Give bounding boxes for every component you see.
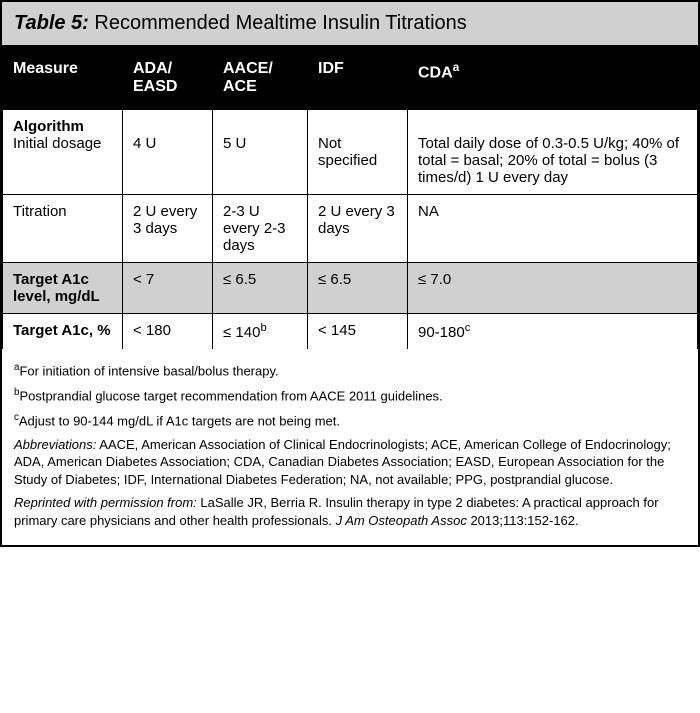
footnote-b: bPostprandial glucose target recommendat…	[14, 386, 686, 405]
initial-aace: 5 U	[213, 110, 308, 195]
header-row: Measure ADA/ EASD AACE/ ACE IDF CDAa	[3, 46, 698, 110]
footnote-c: cAdjust to 90-144 mg/dL if A1c targets a…	[14, 411, 686, 430]
initial-dosage-label: Initial dosage	[13, 135, 112, 152]
a1c-level-aace: ≤ 6.5	[213, 263, 308, 314]
titration-label: Titration	[3, 195, 123, 263]
titration-ada: 2 U every 3 days	[123, 195, 213, 263]
col-idf: IDF	[308, 46, 408, 110]
col-aace: AACE/ ACE	[213, 46, 308, 110]
a1c-level-cda: ≤ 7.0	[408, 263, 698, 314]
a1c-pct-ada: < 180	[123, 314, 213, 350]
target-a1c-level-row: Target A1c level, mg/dL < 7 ≤ 6.5 ≤ 6.5 …	[3, 263, 698, 314]
a1c-level-idf: ≤ 6.5	[308, 263, 408, 314]
titration-row: Titration 2 U every 3 days 2-3 U every 2…	[3, 195, 698, 263]
a1c-pct-idf: < 145	[308, 314, 408, 350]
footnote-a: aFor initiation of intensive basal/bolus…	[14, 361, 686, 380]
target-a1c-level-label: Target A1c level, mg/dL	[3, 263, 123, 314]
initial-cda: Total daily dose of 0.3-0.5 U/kg; 40% of…	[408, 110, 698, 195]
titration-cda: NA	[408, 195, 698, 263]
abbreviations: Abbreviations: AACE, American Associatio…	[14, 436, 686, 489]
algorithm-row: Algorithm Initial dosage 4 U 5 U Not spe…	[3, 110, 698, 195]
table-number: Table 5:	[14, 12, 89, 34]
titration-aace: 2-3 U every 2-3 days	[213, 195, 308, 263]
a1c-pct-aace: ≤ 140b	[213, 314, 308, 350]
target-a1c-pct-label: Target A1c, %	[3, 314, 123, 350]
table-container: Table 5: Recommended Mealtime Insulin Ti…	[0, 0, 700, 547]
col-cda: CDAa	[408, 46, 698, 110]
titration-idf: 2 U every 3 days	[308, 195, 408, 263]
algorithm-label: Algorithm	[13, 118, 112, 135]
col-ada: ADA/ EASD	[123, 46, 213, 110]
a1c-level-ada: < 7	[123, 263, 213, 314]
a1c-pct-cda: 90-180c	[408, 314, 698, 350]
footnotes: aFor initiation of intensive basal/bolus…	[2, 349, 698, 545]
table-title-text: Recommended Mealtime Insulin Titrations	[89, 12, 467, 34]
initial-ada: 4 U	[123, 110, 213, 195]
table-title: Table 5: Recommended Mealtime Insulin Ti…	[2, 2, 698, 46]
insulin-table: Measure ADA/ EASD AACE/ ACE IDF CDAa Alg…	[2, 46, 698, 349]
target-a1c-pct-row: Target A1c, % < 180 ≤ 140b < 145 90-180c	[3, 314, 698, 350]
col-measure: Measure	[3, 46, 123, 110]
initial-idf: Not specified	[308, 110, 408, 195]
reprint: Reprinted with permission from: LaSalle …	[14, 494, 686, 529]
algorithm-cell: Algorithm Initial dosage	[3, 110, 123, 195]
